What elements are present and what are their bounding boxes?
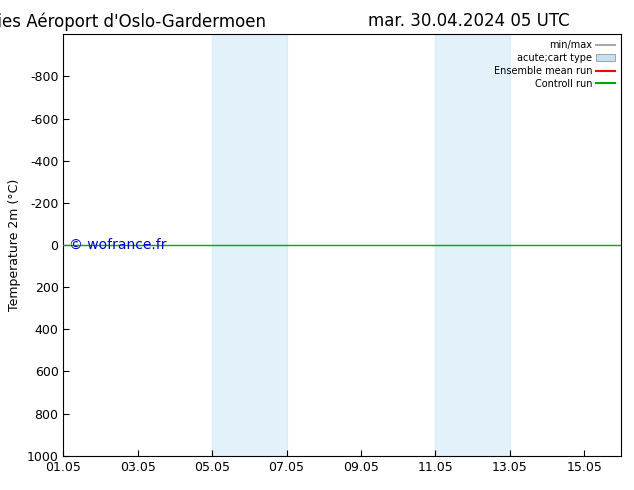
Bar bbox=[436, 34, 510, 456]
Bar bbox=[212, 34, 287, 456]
Y-axis label: Temperature 2m (°C): Temperature 2m (°C) bbox=[8, 179, 21, 311]
Text: ENS Time Series Aéroport d'Oslo-Gardermoen: ENS Time Series Aéroport d'Oslo-Gardermo… bbox=[0, 12, 266, 31]
Text: © wofrance.fr: © wofrance.fr bbox=[69, 238, 167, 252]
Legend: min/max, acute;cart type, Ensemble mean run, Controll run: min/max, acute;cart type, Ensemble mean … bbox=[489, 36, 619, 93]
Text: mar. 30.04.2024 05 UTC: mar. 30.04.2024 05 UTC bbox=[368, 12, 569, 30]
